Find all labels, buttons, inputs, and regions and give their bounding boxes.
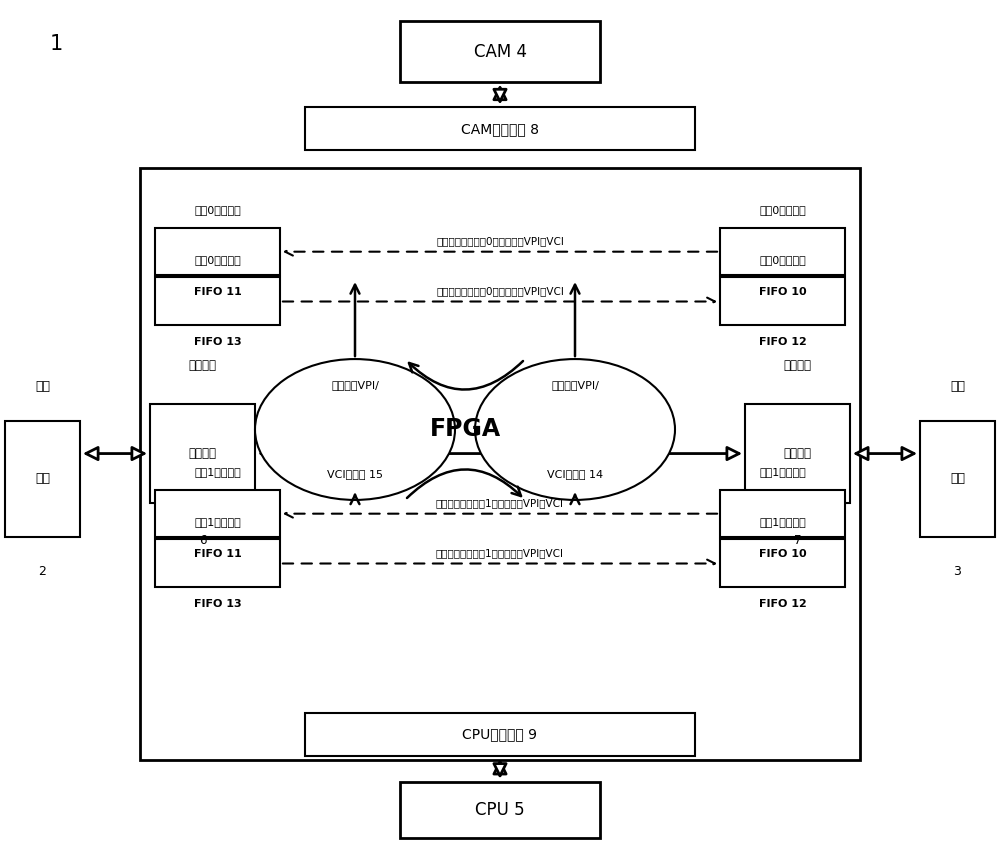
Text: 接口模块: 接口模块: [188, 447, 216, 460]
Text: 3: 3: [954, 565, 961, 578]
FancyArrowPatch shape: [351, 495, 359, 504]
Text: 交换: 交换: [35, 380, 50, 393]
Text: FIFO 12: FIFO 12: [759, 338, 806, 347]
Text: FIFO 12: FIFO 12: [759, 600, 806, 609]
FancyBboxPatch shape: [5, 421, 80, 537]
FancyBboxPatch shape: [745, 404, 850, 503]
FancyBboxPatch shape: [400, 782, 600, 838]
FancyBboxPatch shape: [155, 539, 280, 587]
Text: FIFO 11: FIFO 11: [194, 288, 241, 297]
FancyArrowPatch shape: [571, 495, 579, 504]
FancyBboxPatch shape: [140, 168, 860, 760]
Text: 去往成帧芯片端口1的信元更换VPI、VCI: 去往成帧芯片端口1的信元更换VPI、VCI: [436, 548, 564, 558]
FancyArrowPatch shape: [351, 284, 359, 356]
Text: CAM 4: CAM 4: [474, 43, 526, 60]
Text: 成帧: 成帧: [950, 380, 965, 393]
Text: 接口模块: 接口模块: [784, 447, 812, 460]
Text: 芯片: 芯片: [950, 472, 965, 485]
FancyBboxPatch shape: [400, 21, 600, 82]
Text: 端口0入进发送: 端口0入进发送: [194, 205, 241, 215]
Text: 外出转换VPI/: 外出转换VPI/: [331, 380, 379, 390]
Text: 端口1入进接收: 端口1入进接收: [759, 467, 806, 477]
FancyArrowPatch shape: [407, 470, 521, 498]
FancyBboxPatch shape: [720, 228, 845, 275]
Text: FIFO 13: FIFO 13: [194, 600, 241, 609]
Text: 6: 6: [199, 534, 206, 547]
FancyBboxPatch shape: [150, 404, 255, 503]
FancyBboxPatch shape: [155, 277, 280, 325]
Text: 交换芯片: 交换芯片: [188, 359, 216, 372]
FancyBboxPatch shape: [305, 107, 695, 150]
Text: 入进转换VPI/: 入进转换VPI/: [551, 380, 599, 390]
Text: FIFO 11: FIFO 11: [194, 550, 241, 559]
FancyBboxPatch shape: [720, 490, 845, 537]
Ellipse shape: [475, 359, 675, 500]
Text: 2: 2: [39, 565, 46, 578]
Text: 芯片: 芯片: [35, 472, 50, 485]
Text: 来自成帧芯片端口0的信元更换VPI、VCI: 来自成帧芯片端口0的信元更换VPI、VCI: [436, 236, 564, 247]
Text: 成帧芯片: 成帧芯片: [784, 359, 812, 372]
FancyArrowPatch shape: [571, 284, 579, 356]
Text: FIFO 10: FIFO 10: [759, 288, 806, 297]
Text: 端口0外出接收: 端口0外出接收: [194, 255, 241, 265]
Text: CPU接口模块 9: CPU接口模块 9: [462, 728, 538, 741]
FancyBboxPatch shape: [920, 421, 995, 537]
Text: FIFO 13: FIFO 13: [194, 338, 241, 347]
Text: VCI状态机 14: VCI状态机 14: [547, 469, 603, 479]
Text: 端口1入进发送: 端口1入进发送: [194, 467, 241, 477]
Text: 7: 7: [794, 534, 801, 547]
Ellipse shape: [255, 359, 455, 500]
Text: 端口1外出接收: 端口1外出接收: [194, 517, 241, 527]
Text: 端口0入进接收: 端口0入进接收: [759, 205, 806, 215]
Text: FIFO 10: FIFO 10: [759, 550, 806, 559]
Text: VCI状态机 15: VCI状态机 15: [327, 469, 383, 479]
FancyBboxPatch shape: [305, 713, 695, 756]
Text: 1: 1: [50, 34, 63, 54]
Text: CPU 5: CPU 5: [475, 801, 525, 819]
FancyBboxPatch shape: [155, 228, 280, 275]
Text: 去往成帧芯片端口0的信元更换VPI、VCI: 去往成帧芯片端口0的信元更换VPI、VCI: [436, 286, 564, 296]
Text: 来自成帧芯片端口1的信元更换VPI、VCI: 来自成帧芯片端口1的信元更换VPI、VCI: [436, 498, 564, 509]
Text: CAM接口模块 8: CAM接口模块 8: [461, 122, 539, 136]
FancyBboxPatch shape: [720, 539, 845, 587]
FancyBboxPatch shape: [155, 490, 280, 537]
FancyBboxPatch shape: [720, 277, 845, 325]
FancyArrowPatch shape: [409, 361, 523, 389]
Text: 端口0外出发送: 端口0外出发送: [759, 255, 806, 265]
Text: 端口1外出发送: 端口1外出发送: [759, 517, 806, 527]
Text: FPGA: FPGA: [429, 417, 501, 442]
